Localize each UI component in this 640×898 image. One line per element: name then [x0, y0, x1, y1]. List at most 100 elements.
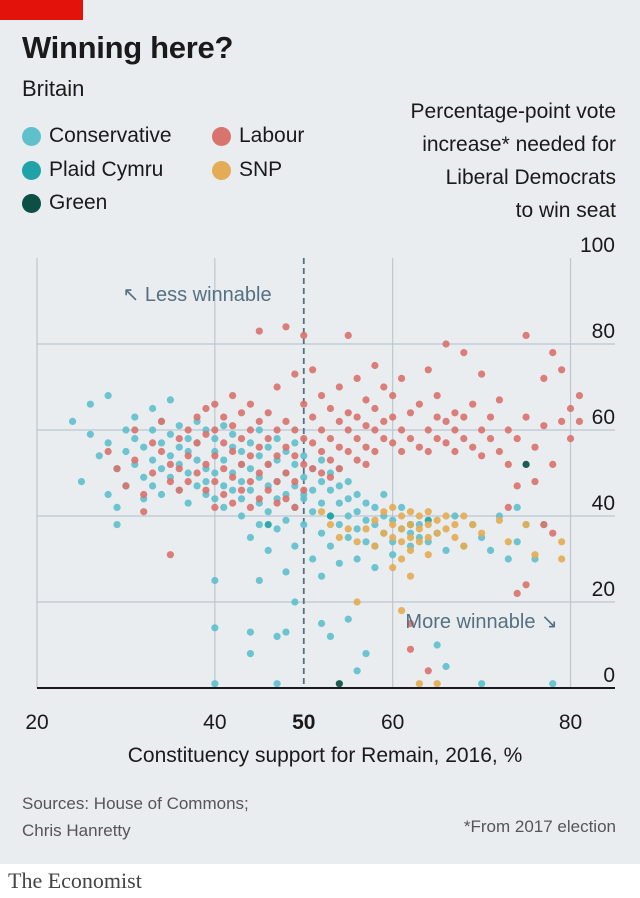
- point-snp: [397, 607, 406, 615]
- point-labour: [460, 413, 468, 421]
- point-labour: [335, 417, 343, 425]
- point-labour: [237, 435, 246, 443]
- point-conservative: [353, 490, 361, 499]
- point-labour: [309, 366, 317, 374]
- point-labour: [175, 486, 183, 494]
- footer-band: [0, 864, 640, 898]
- point-labour: [282, 469, 290, 477]
- point-labour: [513, 589, 521, 598]
- point-labour: [291, 503, 299, 511]
- point-labour: [193, 439, 201, 447]
- point-labour: [566, 435, 575, 443]
- legend: Conservative Labour Plaid Cymru SNP Gree…: [22, 124, 352, 224]
- point-conservative: [362, 650, 370, 658]
- point-conservative: [211, 576, 219, 585]
- point-labour: [131, 426, 139, 434]
- point-labour: [166, 551, 174, 559]
- point-labour: [264, 409, 272, 417]
- point-labour: [389, 392, 397, 400]
- point-conservative: [300, 521, 308, 529]
- point-labour: [300, 486, 308, 494]
- point-green: [522, 460, 530, 468]
- point-labour: [211, 400, 219, 408]
- point-labour: [513, 482, 521, 490]
- point-labour: [264, 460, 272, 468]
- y-axis-label-line: Liberal Democrats: [445, 166, 616, 189]
- point-conservative: [264, 508, 272, 516]
- point-conservative: [246, 533, 255, 542]
- annotation-less-winnable: ↖ Less winnable: [123, 284, 272, 306]
- point-conservative: [371, 503, 379, 511]
- point-conservative: [486, 546, 495, 555]
- point-labour: [362, 422, 370, 430]
- point-labour: [300, 400, 308, 408]
- point-conservative: [344, 478, 352, 486]
- point-labour: [175, 465, 183, 473]
- legend-label-snp: SNP: [239, 158, 283, 181]
- point-snp: [558, 555, 566, 563]
- point-labour: [522, 413, 530, 421]
- point-labour: [291, 370, 299, 378]
- point-snp: [442, 525, 450, 533]
- point-snp: [353, 598, 361, 606]
- point-labour: [406, 645, 415, 653]
- point-labour: [353, 374, 361, 382]
- point-labour: [246, 478, 255, 486]
- point-snp: [326, 521, 335, 529]
- point-labour: [451, 409, 459, 417]
- point-labour: [433, 392, 441, 400]
- point-conservative: [504, 555, 512, 563]
- point-conservative: [380, 490, 388, 499]
- point-snp: [424, 533, 432, 542]
- point-snp: [406, 572, 415, 580]
- point-conservative: [255, 426, 263, 434]
- point-labour: [326, 456, 335, 464]
- point-conservative: [149, 426, 157, 434]
- point-labour: [522, 581, 530, 589]
- point-conservative: [211, 680, 219, 688]
- point-labour: [326, 473, 335, 481]
- point-conservative: [291, 439, 299, 447]
- point-labour: [344, 331, 352, 339]
- point-labour: [415, 400, 423, 408]
- point-labour: [202, 460, 210, 468]
- point-conservative: [149, 404, 157, 413]
- point-conservative: [433, 641, 441, 649]
- point-conservative: [140, 473, 148, 481]
- point-labour: [478, 452, 486, 460]
- point-labour: [495, 396, 503, 404]
- point-conservative: [264, 443, 272, 451]
- point-conservative: [326, 632, 335, 641]
- point-plaid-cymru: [264, 521, 272, 529]
- legend-swatch-plaid-cymru: [22, 160, 41, 180]
- point-labour: [397, 426, 406, 434]
- point-conservative: [326, 486, 335, 494]
- point-labour: [291, 452, 299, 460]
- point-conservative: [273, 632, 281, 641]
- point-conservative: [273, 525, 281, 533]
- point-labour: [300, 331, 308, 339]
- point-labour: [531, 478, 539, 486]
- point-conservative: [237, 447, 246, 456]
- point-labour: [317, 447, 326, 456]
- point-conservative: [149, 456, 157, 464]
- point-labour: [362, 460, 370, 468]
- point-conservative: [362, 516, 370, 524]
- point-labour: [371, 361, 379, 370]
- point-conservative: [113, 503, 121, 511]
- point-labour: [451, 447, 459, 456]
- point-labour: [211, 426, 219, 434]
- point-conservative: [344, 495, 352, 503]
- point-conservative: [335, 521, 343, 529]
- point-labour: [344, 426, 352, 434]
- point-snp: [406, 546, 415, 555]
- point-snp: [397, 538, 406, 546]
- point-labour: [229, 422, 237, 430]
- point-conservative: [317, 529, 326, 537]
- point-labour: [353, 413, 361, 421]
- axis-layer: 0 20 40 60 80 100 20 40 50 60 80: [25, 234, 615, 734]
- point-labour: [451, 426, 459, 434]
- point-labour: [504, 503, 512, 511]
- point-snp: [353, 538, 361, 546]
- x-tick-label: 50: [292, 711, 315, 734]
